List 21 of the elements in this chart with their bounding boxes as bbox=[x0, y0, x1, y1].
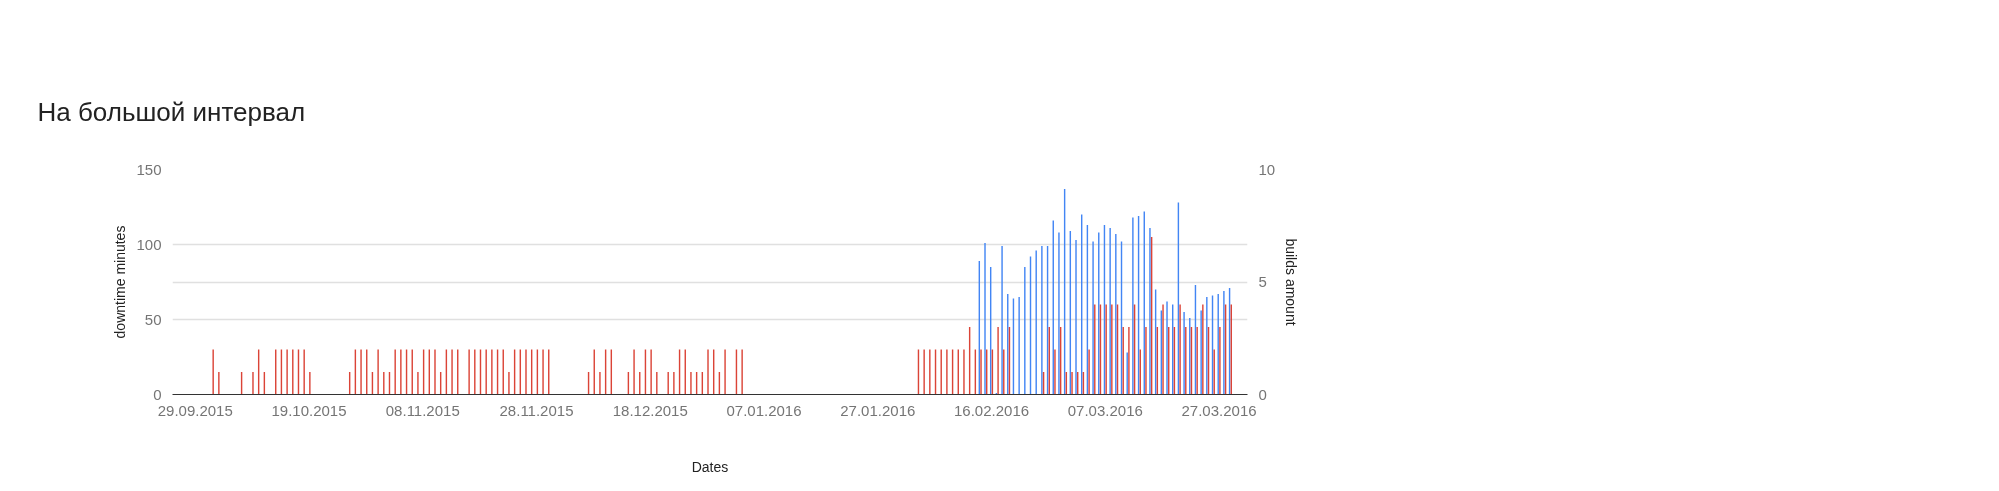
y2-tick-label: 0 bbox=[1258, 385, 1267, 403]
x-tick-label: 27.01.2016 bbox=[840, 401, 916, 419]
y-tick-label: 50 bbox=[144, 310, 162, 328]
x-tick-label: 08.11.2015 bbox=[385, 401, 460, 419]
x-tick-label: 27.03.2016 bbox=[1181, 401, 1257, 419]
y-axis-title: downtime minutes bbox=[112, 225, 129, 339]
y-tick-label: 100 bbox=[136, 235, 162, 253]
y2-tick-label: 5 bbox=[1258, 273, 1267, 290]
x-tick-label: 29.09.2015 bbox=[157, 401, 233, 419]
y-tick-label: 150 bbox=[136, 160, 162, 178]
x-tick-label: 28.11.2015 bbox=[499, 401, 574, 419]
y2-axis-title: builds amount bbox=[1283, 238, 1300, 326]
x-tick-label: 16.02.2016 bbox=[954, 401, 1030, 419]
y-tick-label: 0 bbox=[153, 385, 162, 403]
x-tick-label: 19.10.2015 bbox=[271, 401, 347, 419]
x-tick-label: 07.03.2016 bbox=[1067, 401, 1143, 419]
x-axis-title: Dates bbox=[691, 458, 729, 475]
y2-tick-label: 10 bbox=[1258, 160, 1276, 178]
chart-title: На большой интервал bbox=[37, 97, 306, 127]
x-tick-label: 18.12.2015 bbox=[612, 401, 688, 419]
x-tick-label: 07.01.2016 bbox=[726, 401, 802, 419]
